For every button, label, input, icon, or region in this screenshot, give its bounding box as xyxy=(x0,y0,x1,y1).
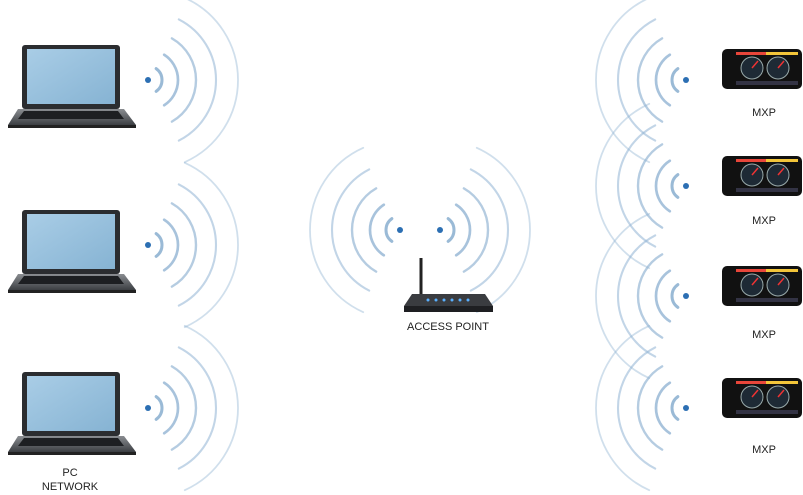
signal-wave xyxy=(448,219,454,242)
signal-wave xyxy=(618,235,655,356)
signal-wave xyxy=(352,188,376,271)
signal-wave xyxy=(672,69,678,92)
signal-dot xyxy=(683,77,689,83)
signal-wave xyxy=(156,397,162,420)
mxp-display xyxy=(722,266,802,306)
signal-wave xyxy=(310,148,363,312)
signal-wave xyxy=(618,19,655,140)
signal-dot xyxy=(145,405,151,411)
signal-wave xyxy=(179,347,216,468)
signal-wave xyxy=(386,219,392,242)
mxp-label: MXP xyxy=(752,215,776,227)
signal-wave xyxy=(456,205,470,255)
signal-wave xyxy=(638,38,662,121)
signal-dot xyxy=(397,227,403,233)
signal-wave xyxy=(596,0,649,162)
signal-wave xyxy=(656,55,670,105)
signal-wave xyxy=(179,19,216,140)
signal-dot xyxy=(683,183,689,189)
signal-wave xyxy=(172,366,196,449)
mxp-label: MXP xyxy=(752,107,776,119)
signal-wave xyxy=(618,125,655,246)
signal-wave xyxy=(656,383,670,433)
signal-wave xyxy=(672,285,678,308)
mxp-label: MXP xyxy=(752,444,776,456)
laptop xyxy=(8,210,136,293)
signal-wave xyxy=(656,161,670,211)
signal-wave xyxy=(172,203,196,286)
signal-wave xyxy=(179,184,216,305)
pc-label: NETWORK xyxy=(42,481,99,493)
signal-wave xyxy=(672,397,678,420)
pc-label: PC xyxy=(62,467,77,479)
signal-wave xyxy=(638,144,662,227)
signal-wave xyxy=(332,169,369,290)
signal-wave xyxy=(638,366,662,449)
laptop xyxy=(8,372,136,455)
signal-dot xyxy=(145,242,151,248)
signal-dot xyxy=(145,77,151,83)
signal-wave xyxy=(185,0,238,162)
laptop xyxy=(8,45,136,128)
signal-dot xyxy=(683,293,689,299)
network-diagram: PC NETWORK ACCESS POINT MXP MXP MXP MXP xyxy=(0,0,803,495)
mxp-label: MXP xyxy=(752,329,776,341)
signal-wave xyxy=(164,383,178,433)
mxp-display xyxy=(722,156,802,196)
signal-wave xyxy=(618,347,655,468)
signal-wave xyxy=(596,326,649,490)
signal-wave xyxy=(471,169,508,290)
signal-wave xyxy=(156,69,162,92)
signal-wave xyxy=(164,55,178,105)
mxp-display xyxy=(722,49,802,89)
signal-wave xyxy=(172,38,196,121)
signal-wave xyxy=(185,163,238,327)
signal-dot xyxy=(683,405,689,411)
signal-wave xyxy=(638,254,662,337)
signal-wave xyxy=(156,234,162,257)
signal-wave xyxy=(464,188,488,271)
signal-wave xyxy=(656,271,670,321)
signal-wave xyxy=(185,326,238,490)
access-point-label: ACCESS POINT xyxy=(407,321,489,333)
signal-wave xyxy=(164,220,178,270)
signal-wave xyxy=(672,175,678,198)
signal-wave xyxy=(370,205,384,255)
signal-wave xyxy=(477,148,530,312)
mxp-display xyxy=(722,378,802,418)
signal-dot xyxy=(437,227,443,233)
